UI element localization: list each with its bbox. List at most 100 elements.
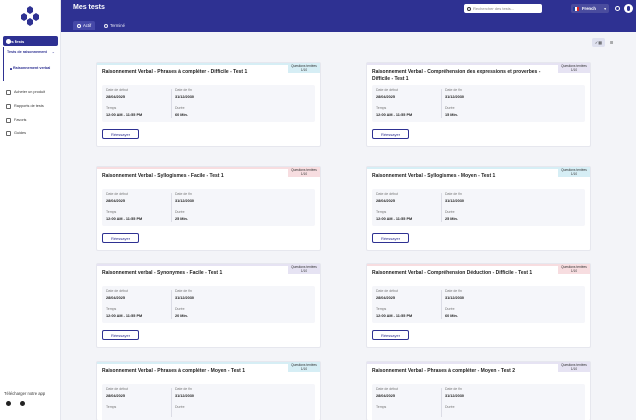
android-icon[interactable] [6, 401, 11, 406]
time-label: Temps [106, 307, 117, 311]
time-label: Temps [376, 307, 387, 311]
retry-button[interactable]: Réessayer [102, 233, 139, 243]
time-value: 12:00 AM - 11:55 PM [376, 217, 413, 221]
end-label: Date de fin [175, 192, 192, 196]
caret-down-icon: ▾ [604, 6, 606, 11]
duration-value: 15 Min. [445, 113, 458, 117]
sidebar-subitem-reasoning[interactable]: Tests de raisonnement [7, 50, 47, 54]
retry-button[interactable]: Réessayer [372, 129, 409, 139]
card-accent-bar [97, 362, 320, 364]
store-links [6, 401, 25, 406]
start-value: 28/04/2025 [106, 95, 126, 99]
end-value: 31/12/2030 [175, 95, 195, 99]
apple-icon[interactable] [20, 401, 25, 406]
time-value: 12:00 AM - 11:55 PM [376, 113, 413, 117]
end-value: 31/12/2030 [175, 199, 195, 203]
time-label: Temps [106, 210, 117, 214]
badge-label: Questions tentées [561, 64, 587, 68]
grid-view-icon[interactable]: ✓▦ [592, 38, 605, 47]
retry-button[interactable]: Réessayer [102, 129, 139, 139]
divider [441, 388, 442, 417]
duration-value: 60 Min. [445, 314, 458, 318]
divider [171, 290, 172, 319]
list-view-icon[interactable]: ☰ [609, 40, 614, 45]
end-value: 31/12/2030 [445, 95, 465, 99]
help-icon[interactable] [615, 6, 620, 11]
search-icon [467, 6, 471, 11]
chevron-up-icon: ⌃ [14, 38, 18, 44]
sidebar-item-mes-tests[interactable]: Mes tests ⌃ [3, 36, 58, 46]
questions-badge: Questions tentées 1/10 [288, 362, 320, 372]
card-accent-bar [97, 167, 320, 169]
language-label: French [582, 6, 596, 11]
chevron-up-icon: ⌃ [51, 51, 55, 56]
sidebar-item-label: Rapports de tests [14, 104, 44, 108]
test-card: Raisonnement Verbal - Compréhension des … [366, 62, 591, 147]
card-info-panel: Date de début 28/04/2025 Date de fin 31/… [102, 384, 315, 420]
sidebar-item-reports[interactable]: Rapports de tests [6, 102, 58, 110]
duration-label: Durée [175, 307, 185, 311]
start-label: Date de début [106, 289, 128, 293]
card-accent-bar [97, 63, 320, 65]
start-value: 28/04/2025 [106, 296, 126, 300]
tab-actif[interactable]: Actif [73, 21, 96, 30]
badge-count: 1/10 [300, 367, 308, 371]
time-label: Temps [376, 210, 387, 214]
questions-badge: Questions tentées 1/10 [288, 264, 320, 274]
duration-label: Durée [445, 307, 455, 311]
bullet-icon [10, 68, 12, 70]
card-info-panel: Date de début 28/04/2025 Date de fin 31/… [372, 286, 585, 323]
questions-badge: Questions tentées 1/10 [558, 362, 590, 372]
test-card: Raisonnement Verbal - Phrases à compléte… [96, 361, 321, 420]
retry-button[interactable]: Réessayer [102, 330, 139, 340]
start-value: 28/04/2025 [376, 394, 396, 398]
duration-value: 20 Min. [175, 314, 188, 318]
end-value: 31/12/2030 [175, 296, 195, 300]
end-value: 31/12/2030 [445, 394, 465, 398]
duration-label: Durée [175, 106, 185, 110]
start-value: 28/04/2025 [106, 199, 126, 203]
language-select[interactable]: French ▾ [571, 4, 609, 13]
card-title: Raisonnement Verbal - Syllogismes - Moye… [372, 173, 496, 179]
card-info-panel: Date de début 28/04/2025 Date de fin 31/… [102, 286, 315, 323]
questions-badge: Questions tentées 1/10 [558, 63, 590, 73]
cart-icon [6, 89, 11, 95]
card-title: Raisonnement Verbal - Phrases à compléte… [102, 368, 246, 374]
duration-value: 25 Min. [175, 217, 188, 221]
questions-badge: Questions tentées 1/10 [558, 264, 590, 274]
search-placeholder: Rechercher des tests... [473, 6, 515, 11]
duration-value: 60 Min. [175, 113, 188, 117]
tab-termine[interactable]: Terminé [100, 21, 129, 30]
badge-count: 1/10 [300, 172, 308, 176]
duration-label: Durée [445, 405, 455, 409]
report-icon [6, 103, 11, 109]
sidebar-item-guides[interactable]: Guides [6, 129, 58, 137]
divider [171, 193, 172, 222]
star-icon [6, 117, 11, 123]
time-label: Temps [376, 106, 387, 110]
duration-value: 25 Min. [445, 217, 458, 221]
time-value: 12:00 AM - 11:55 PM [106, 113, 143, 117]
card-accent-bar [367, 63, 590, 65]
end-label: Date de fin [445, 387, 462, 391]
sidebar-item-favorites[interactable]: Favoris [6, 116, 58, 124]
card-accent-bar [97, 264, 320, 266]
time-value: 12:00 AM - 11:55 PM [376, 314, 413, 318]
questions-badge: Questions tentées 1/10 [558, 167, 590, 177]
search-input[interactable]: Rechercher des tests... [464, 4, 542, 13]
retry-button[interactable]: Réessayer [372, 330, 409, 340]
sidebar-item-label: Guides [14, 131, 27, 135]
start-label: Date de début [106, 387, 128, 391]
duration-label: Durée [175, 405, 185, 409]
start-label: Date de début [376, 192, 398, 196]
badge-label: Questions tentées [561, 168, 587, 172]
end-label: Date de fin [175, 387, 192, 391]
avatar[interactable] [624, 4, 633, 13]
sidebar-subitem-verbal[interactable]: Raisonnement verbal [13, 66, 51, 70]
clock-icon [77, 23, 81, 28]
retry-button[interactable]: Réessayer [372, 233, 409, 243]
sidebar-item-buy[interactable]: Acheter un produit [6, 88, 58, 96]
card-accent-bar [367, 264, 590, 266]
card-info-panel: Date de début 28/04/2025 Date de fin 31/… [372, 189, 585, 226]
sidebar-item-label: Mes tests [6, 38, 25, 44]
